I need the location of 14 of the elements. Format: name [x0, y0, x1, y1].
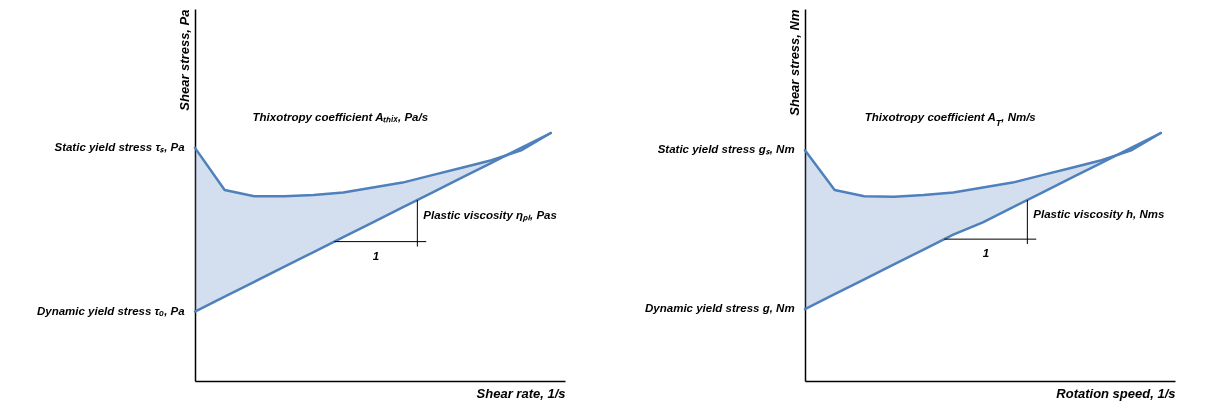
y-axis-title: Shear stress, Nm [786, 9, 802, 116]
annotation: 1 [372, 249, 380, 262]
text: Static yield stress τₛ, Pa [54, 140, 186, 153]
annotation: Plastic viscosity h, Nms [1033, 207, 1165, 220]
y-axis-title: Shear stress, Pa [176, 9, 192, 111]
text: Dynamic yield stress τₒ, Pa [36, 304, 186, 317]
text: Dynamic yield stress g, Nm [645, 302, 795, 315]
x-axis-title: Shear rate, 1/s [476, 385, 566, 401]
annotation: 1 [982, 247, 990, 260]
text: Static yield stress gₛ, Nm [657, 143, 795, 156]
x-axis-title: Rotation speed, 1/s [1056, 385, 1176, 401]
annotation: Plastic viscosity ηₚₗ, Pas [423, 208, 557, 222]
text: Thixotropy coefficient A$_{T}$, Nm/s [864, 111, 1036, 129]
text: Thixotropy coefficient Aₜₕᵢₓ, Pa/s [252, 111, 429, 124]
